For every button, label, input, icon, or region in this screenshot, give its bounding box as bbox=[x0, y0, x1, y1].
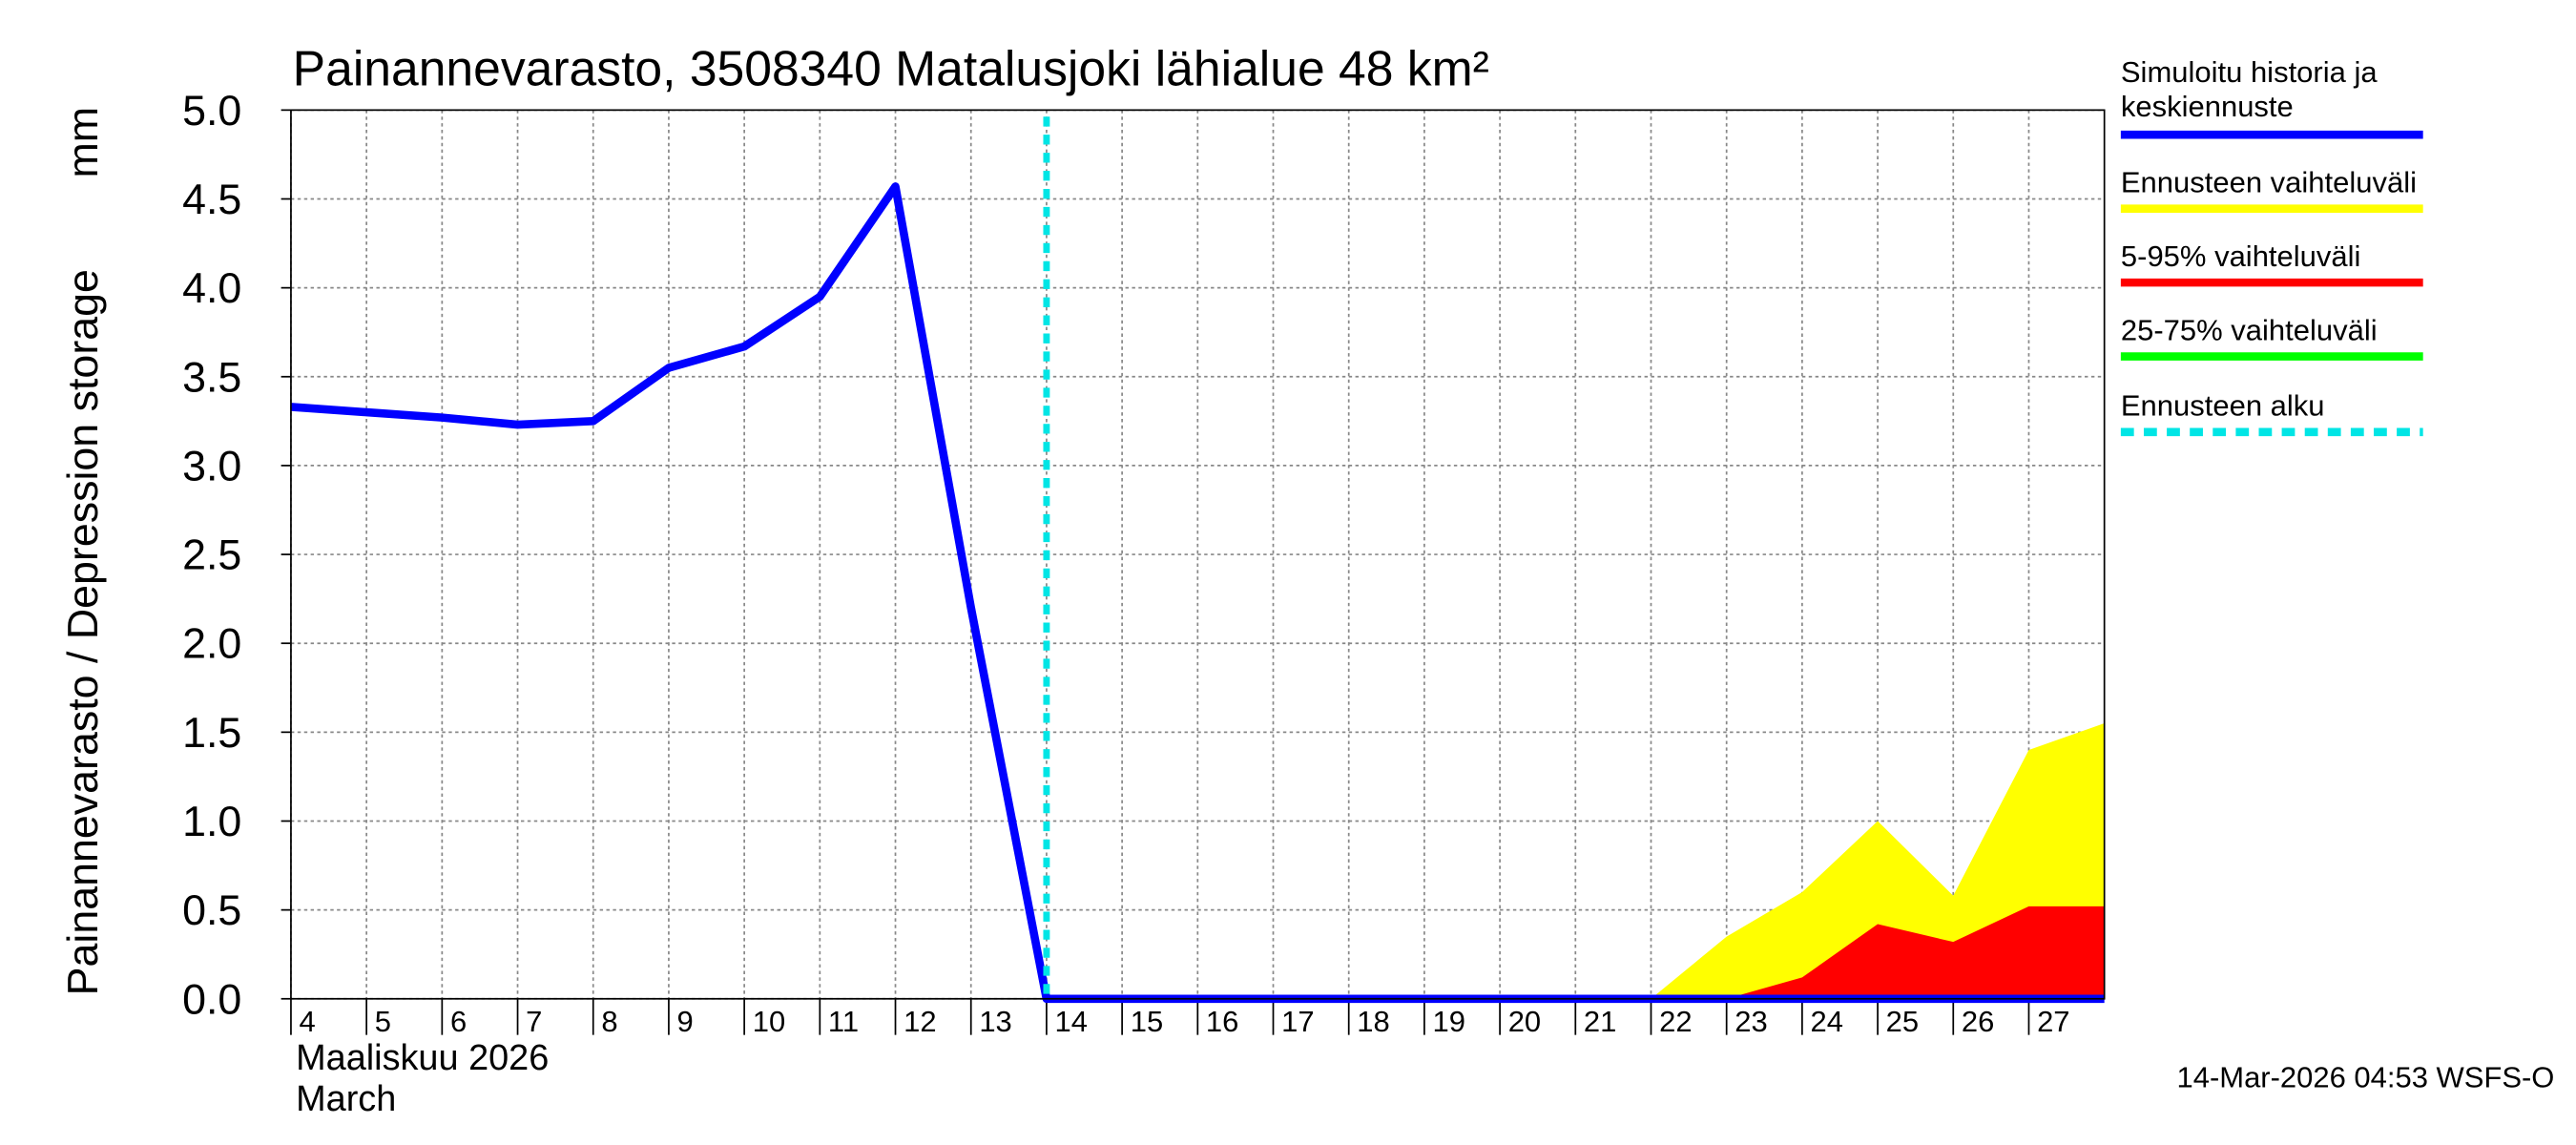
x-tick-label: 26 bbox=[1962, 1005, 1994, 1038]
y-tick-label: 0.0 bbox=[182, 975, 241, 1023]
x-tick-label: 6 bbox=[450, 1005, 467, 1038]
footer: 14-Mar-2026 04:53 WSFS-O bbox=[2177, 1061, 2555, 1094]
x-tick-label: 23 bbox=[1735, 1005, 1767, 1038]
x-tick-label: 19 bbox=[1433, 1005, 1465, 1038]
x-axis-label: March bbox=[296, 1079, 396, 1119]
x-tick-label: 17 bbox=[1281, 1005, 1314, 1038]
legend-label: Ennusteen alku bbox=[2120, 389, 2325, 423]
y-tick-label: 1.5 bbox=[182, 709, 241, 757]
y-tick-label: 0.5 bbox=[182, 886, 241, 934]
x-tick-label: 4 bbox=[300, 1005, 316, 1038]
x-axis-label: Maaliskuu 2026 bbox=[296, 1038, 549, 1078]
x-tick-label: 10 bbox=[753, 1005, 785, 1038]
x-tick-label: 12 bbox=[904, 1005, 936, 1038]
legend-label: 5-95% vaihteluväli bbox=[2120, 239, 2361, 273]
plot-frame bbox=[290, 109, 2106, 1000]
x-tick-label: 8 bbox=[601, 1005, 617, 1038]
y-tick-label: 4.0 bbox=[182, 264, 241, 312]
x-tick-label: 13 bbox=[979, 1005, 1011, 1038]
y-tick-label: 2.5 bbox=[182, 531, 241, 579]
legend-label-box: Ennusteen vaihteluväli bbox=[2120, 165, 2417, 199]
x-tick-label: 21 bbox=[1584, 1005, 1616, 1038]
x-tick-label: 18 bbox=[1357, 1005, 1389, 1038]
x-tick-label: 16 bbox=[1206, 1005, 1238, 1038]
legend-label-box: 25-75% vaihteluväli bbox=[2120, 313, 2378, 347]
y-tick-label: 1.0 bbox=[182, 798, 241, 845]
legend-label: Ennusteen vaihteluväli bbox=[2120, 165, 2417, 199]
y-axis-unit: mm bbox=[59, 107, 107, 178]
y-tick-label: 4.5 bbox=[182, 176, 241, 223]
legend-label: 25-75% vaihteluväli bbox=[2120, 313, 2378, 347]
x-tick-label: 24 bbox=[1810, 1005, 1842, 1038]
legend-label: Simuloitu historia ja keskiennuste bbox=[2120, 55, 2378, 124]
x-tick-label: 9 bbox=[677, 1005, 694, 1038]
legend-label-box: Simuloitu historia ja keskiennuste bbox=[2120, 55, 2378, 124]
y-tick-label: 5.0 bbox=[182, 87, 241, 135]
y-tick-label: 2.0 bbox=[182, 620, 241, 668]
chart-title: Painannevarasto, 3508340 Matalusjoki läh… bbox=[293, 41, 1489, 96]
x-tick-label: 22 bbox=[1659, 1005, 1692, 1038]
x-tick-label: 20 bbox=[1508, 1005, 1541, 1038]
x-tick-label: 27 bbox=[2037, 1005, 2069, 1038]
x-tick-label: 25 bbox=[1886, 1005, 1919, 1038]
y-axis-label: Painannevarasto / Depression storage bbox=[59, 269, 107, 995]
x-tick-label: 15 bbox=[1131, 1005, 1163, 1038]
legend-label-box: 5-95% vaihteluväli bbox=[2120, 239, 2361, 273]
x-tick-label: 14 bbox=[1055, 1005, 1088, 1038]
x-tick-label: 11 bbox=[828, 1005, 859, 1038]
y-tick-label: 3.5 bbox=[182, 353, 241, 401]
x-tick-label: 5 bbox=[375, 1005, 391, 1038]
forecast-band bbox=[1726, 906, 2105, 999]
legend-label-box: Ennusteen alku bbox=[2120, 389, 2325, 423]
x-tick-label: 7 bbox=[526, 1005, 542, 1038]
y-tick-label: 3.0 bbox=[182, 442, 241, 489]
